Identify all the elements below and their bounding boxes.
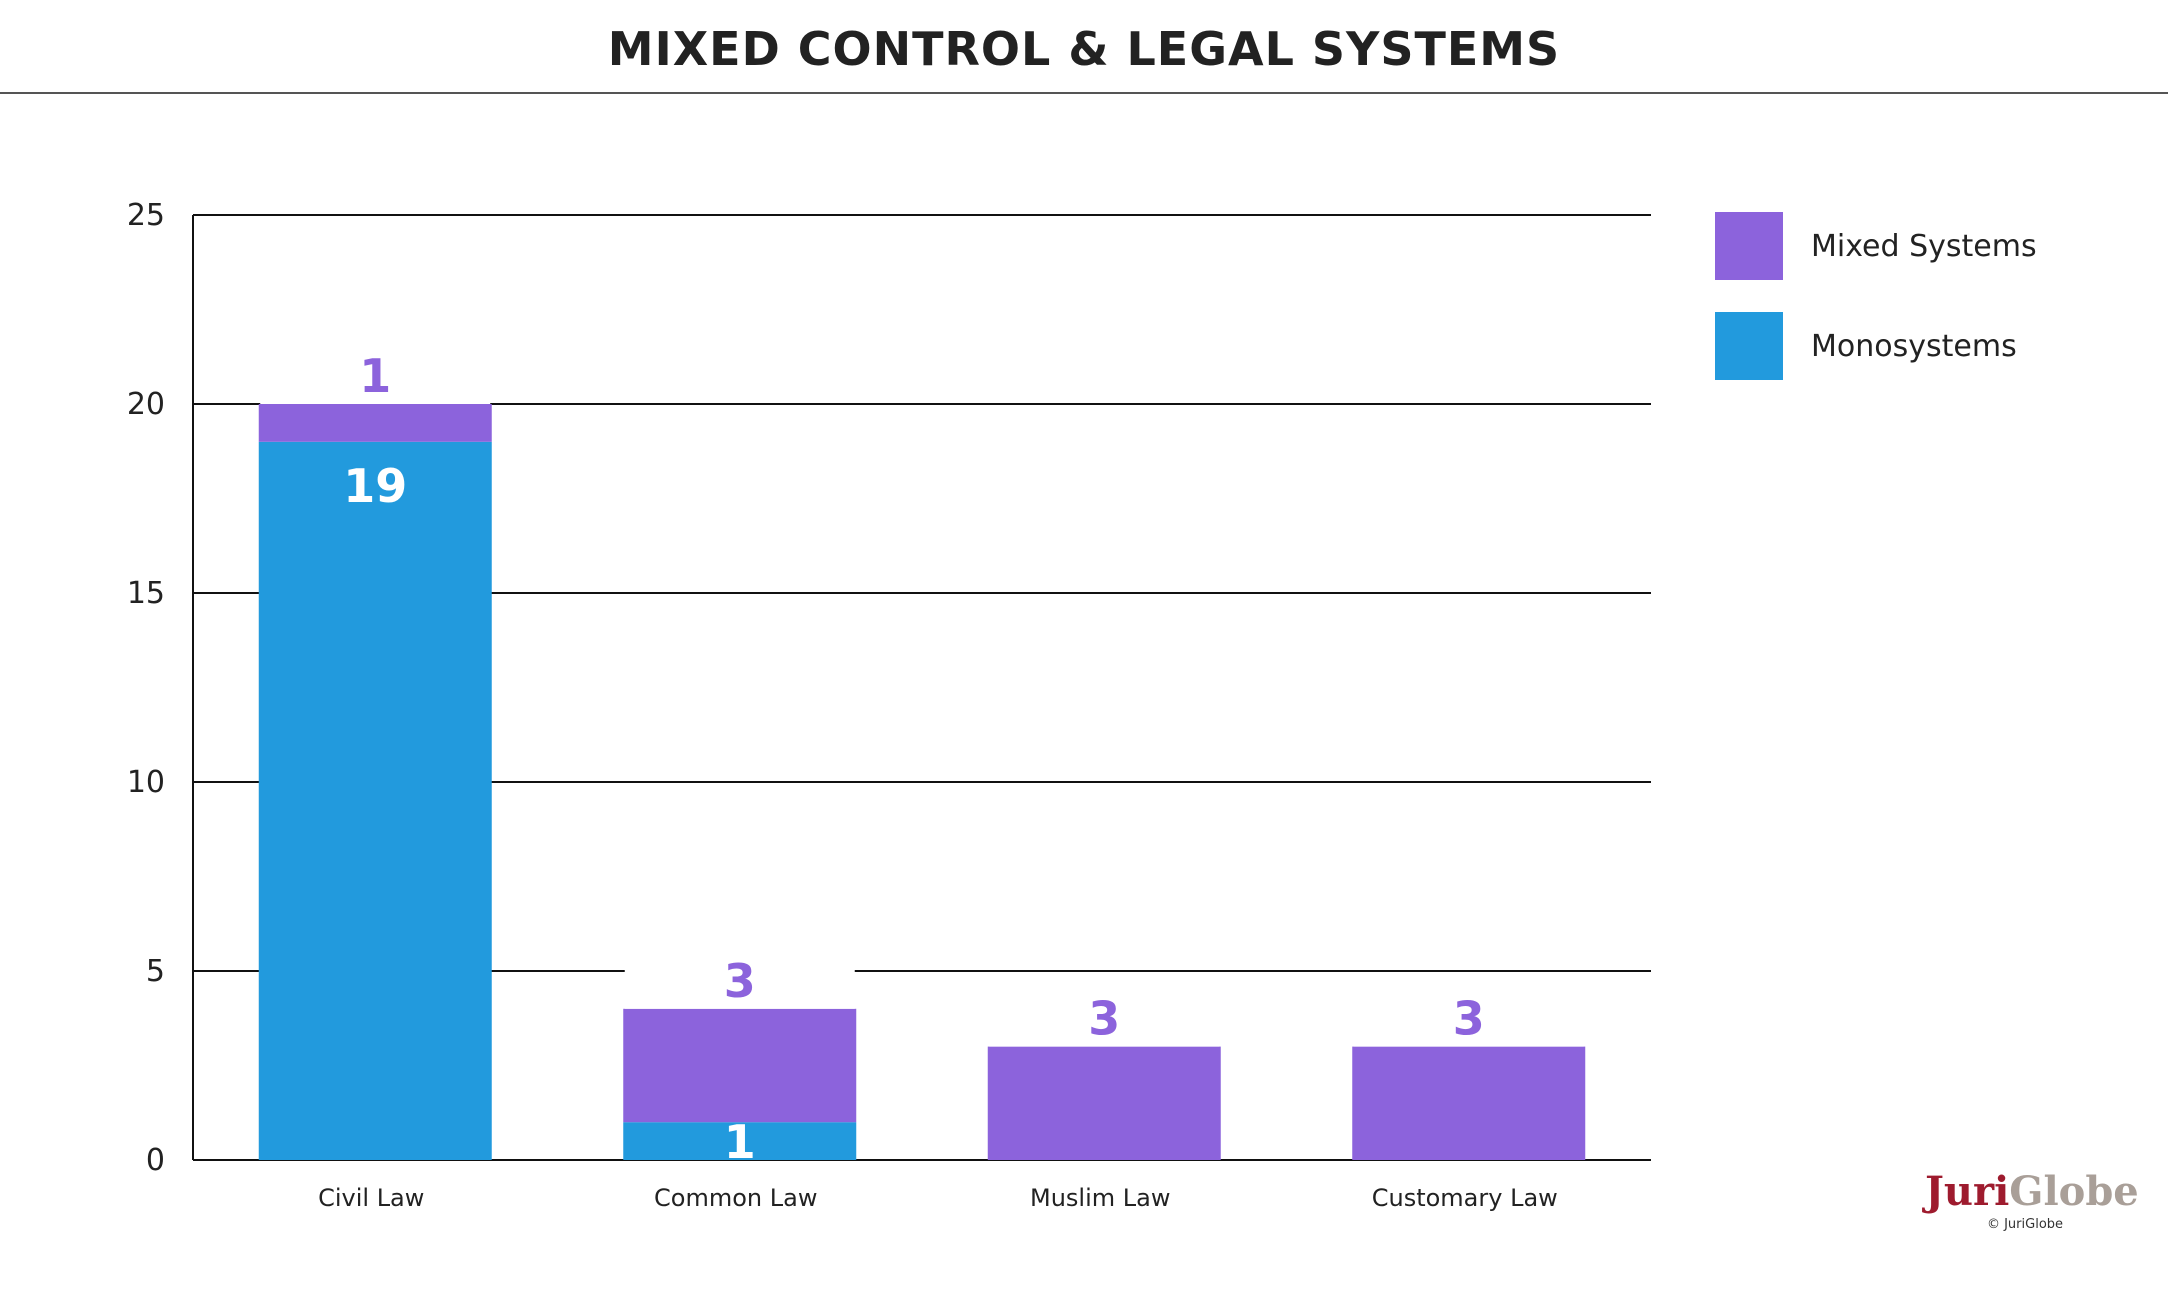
bar-civil-law-mixed-systems [258,404,492,442]
data-label-muslim-law-mixed-systems: 3 [1088,992,1120,1046]
legend-item-mixed: Mixed Systems [1715,212,2037,280]
bar-muslim-law-mixed-systems [987,1046,1221,1160]
data-label-common-law-mixed-systems: 3 [724,954,756,1008]
bar-customary-law-mixed-systems [1352,1046,1586,1160]
data-label-bg [1353,992,1584,1047]
legend-swatch-mixed [1715,212,1783,280]
bar-civil-law-monosystems [258,441,492,1160]
data-label-bg [624,954,855,1009]
y-tick-label-0: 0 [146,1143,165,1178]
data-label-civil-law-monosystems: 19 [343,459,407,513]
title-divider [0,92,2168,94]
juriglobe-logo: JuriGlobe [1925,1168,2139,1215]
y-tick-label-15: 15 [127,576,165,611]
x-tick-label-muslim-law: Muslim Law [1030,1184,1170,1212]
chart-title: MIXED CONTROL & LEGAL SYSTEMS [607,22,1561,76]
legend-label-mixed: Mixed Systems [1811,228,2037,264]
legend-swatch-mono [1715,312,1783,380]
data-label-common-law-monosystems: 1 [724,1115,756,1169]
bar-common-law-mixed-systems [623,1008,857,1123]
data-label-customary-law-mixed-systems: 3 [1453,992,1485,1046]
x-tick-label-common-law: Common Law [654,1184,817,1212]
legend: Mixed Systems Monosystems [1715,212,2037,412]
data-label-bg [260,350,491,404]
legend-label-mono: Monosystems [1811,328,2017,364]
legend-item-mono: Monosystems [1715,312,2037,380]
brand-copyright: © JuriGlobe [1986,1217,2064,1232]
y-tick-label-10: 10 [127,765,165,800]
x-tick-label-civil-law: Civil Law [318,1184,424,1212]
y-tick-label-5: 5 [146,954,165,989]
data-label-bg [989,992,1220,1047]
brand-watermark: JuriGlobe © JuriGlobe [1925,1168,2139,1232]
y-tick-label-20: 20 [127,387,165,422]
bar-common-law-monosystems [623,1122,857,1160]
data-label-civil-law-mixed-systems: 1 [359,349,391,403]
y-tick-label-25: 25 [127,198,165,233]
x-tick-label-customary-law: Customary Law [1372,1184,1558,1212]
